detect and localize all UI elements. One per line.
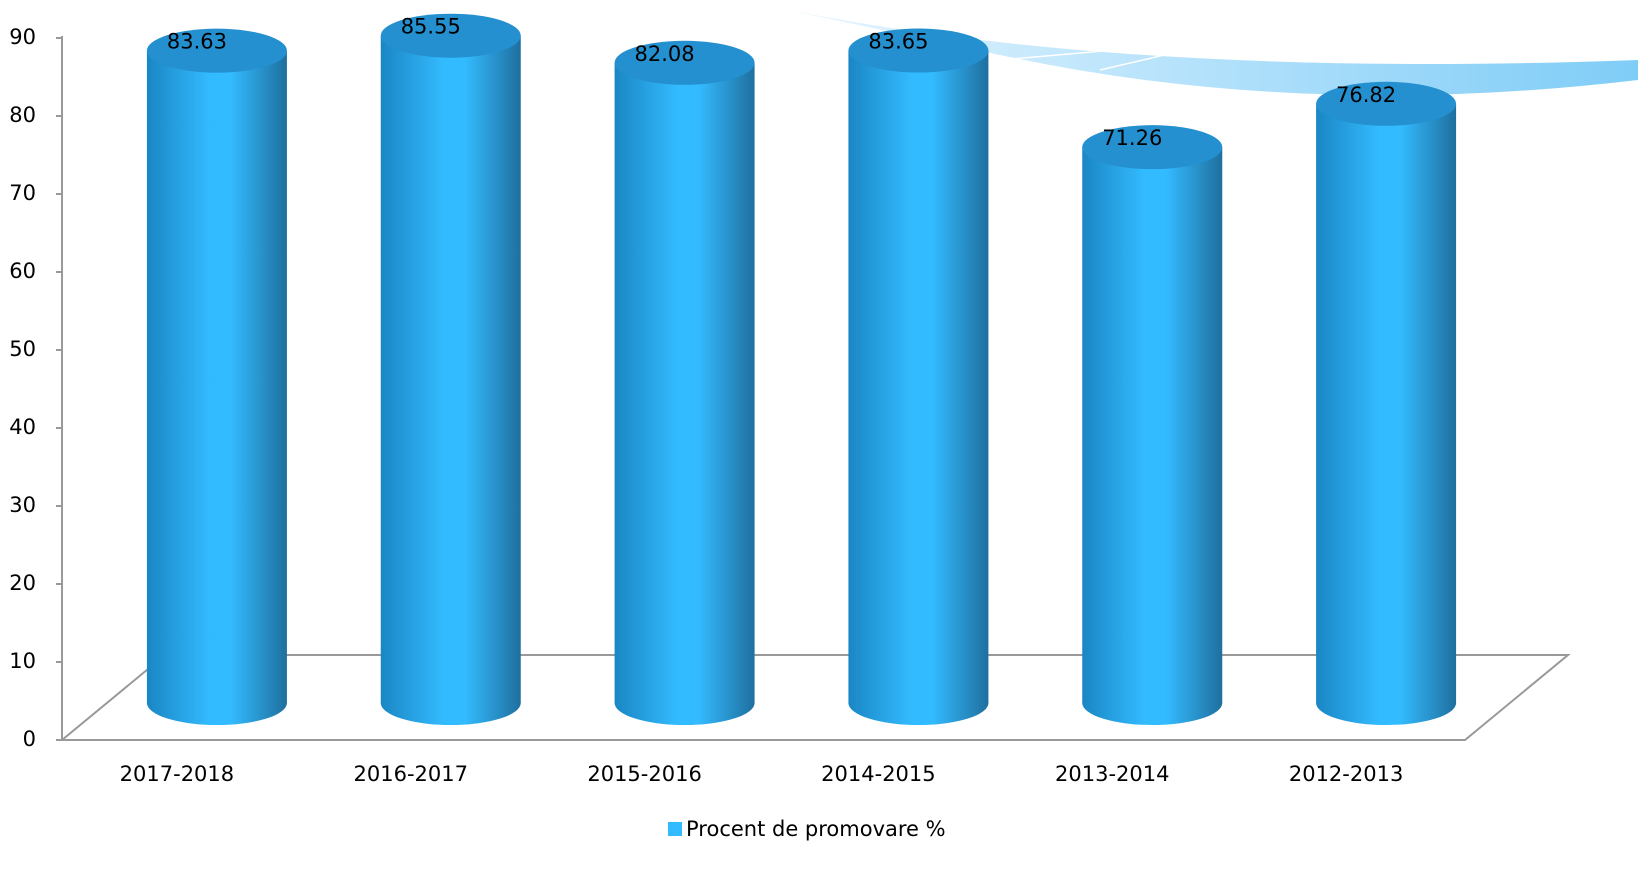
cylinder — [380, 13, 521, 725]
x-tick-label: 2017-2018 — [120, 762, 234, 786]
cylinder-top — [848, 28, 989, 73]
x-tick-label: 2016-2017 — [354, 762, 468, 786]
x-tick-label: 2013-2014 — [1055, 762, 1169, 786]
data-label: 85.55 — [401, 15, 461, 39]
y-tick-label: 40 — [9, 415, 36, 439]
data-label: 71.26 — [1102, 126, 1162, 150]
legend-label: Procent de promovare % — [686, 817, 946, 841]
data-label: 76.82 — [1336, 83, 1396, 107]
background-lines — [999, 0, 1638, 71]
y-tick-label: 0 — [23, 727, 36, 751]
cylinder — [848, 28, 989, 725]
cylinder-body — [848, 50, 989, 703]
y-tick-label: 50 — [9, 337, 36, 361]
background-swoosh — [740, 0, 1638, 96]
x-tick-label: 2014-2015 — [821, 762, 935, 786]
cylinder-top — [1082, 125, 1223, 170]
cylinder — [1082, 125, 1223, 725]
y-tick-label: 30 — [9, 493, 36, 517]
y-tick-label: 20 — [9, 571, 36, 595]
cylinder-top — [1316, 81, 1457, 126]
cylinder-body — [1316, 103, 1457, 703]
cylinder — [146, 28, 287, 725]
legend-swatch — [668, 822, 682, 836]
x-tick-label: 2015-2016 — [587, 762, 701, 786]
data-label: 83.65 — [868, 30, 928, 54]
cylinder-top — [146, 28, 287, 73]
y-tick-label: 10 — [9, 649, 36, 673]
cylinder — [614, 40, 755, 725]
y-tick-label: 70 — [9, 181, 36, 205]
y-tick-label: 90 — [9, 25, 36, 49]
y-tick-label: 80 — [9, 103, 36, 127]
cylinder-body — [146, 50, 287, 704]
cylinder-body — [614, 62, 755, 703]
data-label: 82.08 — [635, 42, 695, 66]
cylinder-top — [380, 13, 521, 58]
x-tick-label: 2012-2013 — [1289, 762, 1403, 786]
cylinder-body — [380, 35, 521, 703]
data-label: 83.63 — [167, 30, 227, 54]
y-tick-label: 60 — [9, 259, 36, 283]
cylinder — [1316, 81, 1457, 725]
cylinder-body — [1082, 147, 1223, 703]
cylinder-top — [614, 40, 755, 85]
